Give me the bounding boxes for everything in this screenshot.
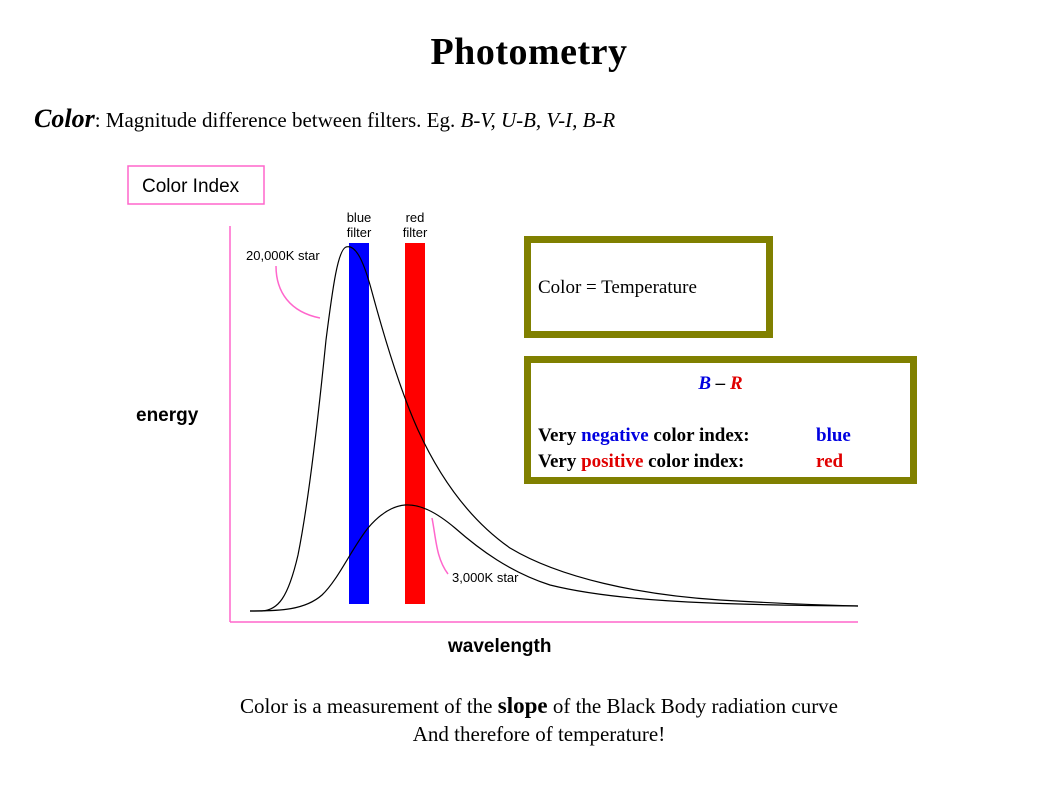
negative-row-post: color index: xyxy=(648,425,750,446)
blue-filter-label-line1: blue xyxy=(347,210,372,225)
x-axis-label: wavelength xyxy=(447,636,551,657)
hot-star-leader xyxy=(275,265,321,319)
caption-line-1: Color is a measurement of the slope of t… xyxy=(0,692,1058,720)
caption-line1-post: of the Black Body radiation curve xyxy=(547,694,839,718)
positive-row-pre: Very xyxy=(538,451,582,472)
caption: Color is a measurement of the slope of t… xyxy=(0,692,1058,748)
subtitle-lead: Color xyxy=(34,104,95,133)
negative-index-row: Very negative color index: blue xyxy=(538,425,851,447)
caption-line1-pre: Color is a measurement of the xyxy=(239,694,498,718)
subtitle-examples: B-V, U-B, V-I, B-R xyxy=(460,108,616,132)
slide-title: Photometry xyxy=(430,31,628,73)
temperature-text: Color = Temperature xyxy=(538,277,697,298)
subtitle: Color: Magnitude difference between filt… xyxy=(34,104,615,134)
cool-star-curve xyxy=(249,504,859,612)
blue-filter-label-line2: filter xyxy=(347,225,372,240)
y-axis-label: energy xyxy=(136,405,199,426)
figure-heading: Color Index xyxy=(142,176,240,197)
figure-heading-frame xyxy=(127,165,265,205)
index-heading-sep: – xyxy=(711,373,730,394)
cool-star-label: 3,000K star xyxy=(452,570,519,585)
temperature-box: Color = Temperature xyxy=(524,236,773,338)
caption-slope-word: slope xyxy=(497,693,548,718)
blue-filter-band xyxy=(349,243,369,604)
index-heading-b: B xyxy=(698,373,711,394)
negative-word: negative xyxy=(581,425,649,446)
red-filter-label-line1: red xyxy=(406,210,425,225)
hot-star-curve xyxy=(250,246,859,612)
positive-word: positive xyxy=(581,451,644,472)
positive-row-post: color index: xyxy=(643,451,745,472)
cool-star-leader xyxy=(431,517,449,575)
red-filter-label-line2: filter xyxy=(403,225,428,240)
subtitle-text: : Magnitude difference between filters. … xyxy=(94,108,461,132)
index-heading-r: R xyxy=(730,373,743,394)
caption-line-2: And therefore of temperature! xyxy=(412,722,666,746)
negative-row-pre: Very xyxy=(538,425,582,446)
hot-star-label: 20,000K star xyxy=(246,248,320,263)
positive-index-row: Very positive color index: red xyxy=(538,451,843,473)
color-index-box: B – R Very negative color index: blue Ver… xyxy=(524,356,917,484)
index-heading: B – R xyxy=(531,373,910,395)
positive-row-value: red xyxy=(816,451,844,472)
negative-row-value: blue xyxy=(816,425,851,446)
